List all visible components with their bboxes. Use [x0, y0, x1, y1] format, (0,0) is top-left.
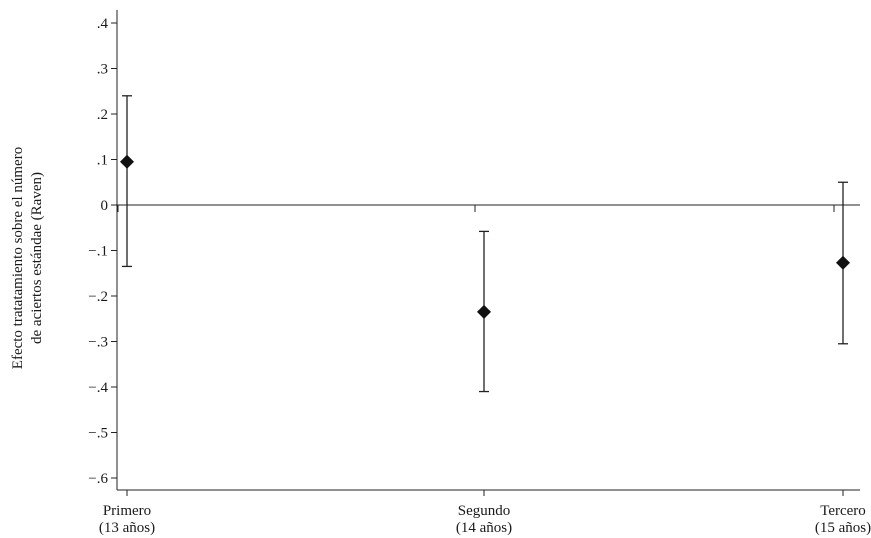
y-tick-label: .1 — [97, 153, 108, 169]
estimate-2 — [477, 230, 491, 393]
y-tick-label: −.4 — [88, 380, 108, 396]
y-tick-label: 0 — [101, 198, 109, 214]
zero-reference-line — [117, 204, 860, 212]
x-tick-sublabel: (14 años) — [456, 520, 512, 536]
x-tick-label: Primero — [103, 503, 151, 519]
x-tick-sublabel: (15 años) — [815, 520, 871, 536]
y-tick-label: −.5 — [88, 426, 108, 442]
x-tick-label: Segundo — [458, 503, 511, 519]
y-tick-label: −.6 — [88, 471, 108, 487]
y-tick-label: .3 — [97, 62, 108, 78]
y-tick-label: −.2 — [88, 289, 108, 305]
diamond-marker — [477, 304, 491, 319]
y-axis-title-line2: de aciertos estándae (Raven) — [29, 172, 45, 344]
x-tick-label: Tercero — [820, 503, 866, 519]
y-axis-title: Efecto tratatamiento sobre el número de … — [10, 147, 45, 369]
y-tick-label: .2 — [97, 107, 108, 123]
estimate-3 — [836, 181, 850, 345]
diamond-marker — [836, 255, 850, 270]
y-axis-title-line1: Efecto tratatamiento sobre el número — [10, 147, 26, 369]
y-tick-label: −.1 — [88, 244, 108, 260]
y-tick-label: .4 — [97, 16, 109, 32]
estimate-1 — [120, 95, 134, 268]
diamond-marker — [120, 154, 134, 169]
x-axis: Primero(13 años) Segundo(14 años) Tercero(… — [99, 489, 871, 536]
plot-area — [120, 95, 850, 393]
y-tick-label: −.3 — [88, 335, 108, 351]
x-tick-sublabel: (13 años) — [99, 520, 155, 536]
y-axis: .4 .3 .2 .1 0 −.1 −.2 −.3 −.4 −.5 −.6 — [88, 9, 118, 490]
